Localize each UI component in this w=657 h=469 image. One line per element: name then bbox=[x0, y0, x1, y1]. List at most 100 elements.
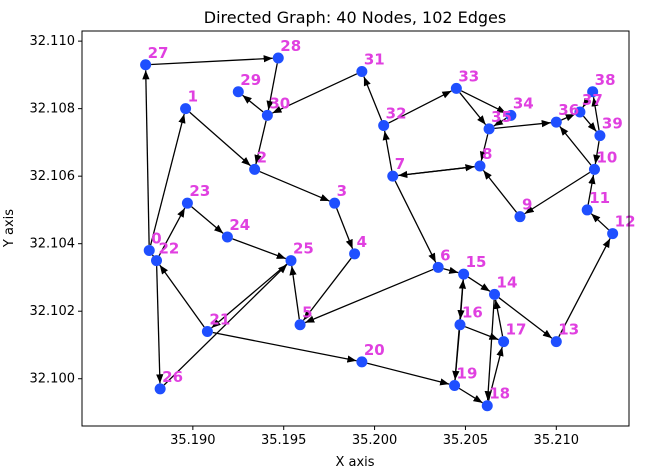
x-axis-label: X axis bbox=[335, 455, 374, 469]
edge-26-to-25 bbox=[163, 263, 288, 386]
edge-16-to-17 bbox=[464, 326, 499, 341]
node-label-12: 12 bbox=[615, 213, 636, 231]
node-label-8: 8 bbox=[482, 145, 492, 163]
node-39 bbox=[594, 130, 606, 142]
edge-14-to-18 bbox=[484, 299, 495, 401]
node-6 bbox=[432, 261, 444, 273]
edge-30-to-29 bbox=[242, 94, 264, 113]
node-27 bbox=[140, 59, 152, 71]
node-label-17: 17 bbox=[506, 321, 527, 339]
node-38 bbox=[587, 86, 599, 98]
node-label-31: 31 bbox=[364, 51, 385, 69]
node-22 bbox=[151, 255, 163, 267]
node-8 bbox=[474, 160, 486, 172]
node-label-3: 3 bbox=[337, 182, 347, 200]
node-label-29: 29 bbox=[240, 71, 261, 89]
edge-5-to-25 bbox=[289, 265, 300, 320]
node-label-14: 14 bbox=[497, 273, 518, 291]
edge-36-to-37 bbox=[561, 113, 576, 122]
node-label-11: 11 bbox=[589, 189, 610, 207]
node-5 bbox=[294, 319, 306, 331]
node-label-34: 34 bbox=[513, 94, 534, 112]
node-23 bbox=[181, 197, 193, 209]
node-37 bbox=[574, 106, 586, 118]
edge-28-to-30 bbox=[266, 63, 278, 111]
node-17 bbox=[498, 336, 510, 348]
y-axis-label: Y axis bbox=[2, 209, 17, 248]
edge-2-to-3 bbox=[259, 170, 330, 202]
node-label-10: 10 bbox=[596, 148, 617, 166]
edge-7-to-8 bbox=[398, 164, 475, 177]
node-2 bbox=[249, 163, 261, 175]
node-label-4: 4 bbox=[357, 233, 367, 251]
node-35 bbox=[483, 123, 495, 135]
edge-24-to-25 bbox=[232, 238, 287, 260]
edge-15-to-14 bbox=[467, 276, 491, 292]
y-tick-label: 32.110 bbox=[30, 34, 76, 49]
x-tick-label: 35.210 bbox=[534, 433, 580, 448]
node-34 bbox=[505, 109, 517, 121]
node-11 bbox=[581, 204, 593, 216]
node-label-7: 7 bbox=[395, 155, 405, 173]
edge-6-to-15 bbox=[443, 266, 459, 274]
edge-25-to-21 bbox=[211, 263, 288, 329]
node-7 bbox=[387, 170, 399, 182]
edge-37-to-39 bbox=[582, 115, 597, 132]
node-label-21: 21 bbox=[209, 310, 230, 328]
node-28 bbox=[272, 52, 284, 64]
node-label-20: 20 bbox=[364, 341, 385, 359]
edge-35-to-8 bbox=[479, 134, 489, 161]
node-31 bbox=[356, 66, 368, 78]
node-20 bbox=[356, 356, 368, 368]
node-label-16: 16 bbox=[462, 304, 483, 322]
node-label-32: 32 bbox=[386, 105, 407, 123]
edge-3-to-4 bbox=[336, 208, 354, 249]
edge-30-to-2 bbox=[254, 120, 267, 165]
node-3 bbox=[329, 197, 341, 209]
node-labels-layer: 0123456789101112131415161718192021222324… bbox=[148, 37, 636, 403]
node-label-18: 18 bbox=[489, 385, 510, 403]
node-21 bbox=[201, 325, 213, 337]
node-label-22: 22 bbox=[159, 240, 180, 258]
node-label-13: 13 bbox=[558, 321, 579, 339]
x-ticks: 35.190 35.195 35.200 35.205 35.210 bbox=[170, 426, 579, 448]
edge-39-to-38 bbox=[591, 97, 600, 131]
edge-0-to-1 bbox=[149, 113, 186, 246]
edge-31-to-30 bbox=[272, 73, 358, 114]
edge-21-to-20 bbox=[212, 331, 357, 363]
node-label-0: 0 bbox=[151, 229, 161, 247]
node-29 bbox=[232, 86, 244, 98]
node-label-24: 24 bbox=[229, 216, 250, 234]
node-19 bbox=[449, 379, 461, 391]
edge-6-to-5 bbox=[304, 268, 434, 324]
node-4 bbox=[349, 248, 361, 260]
y-tick-label: 32.102 bbox=[30, 304, 76, 319]
edge-22-to-26 bbox=[156, 266, 164, 384]
node-24 bbox=[221, 231, 233, 243]
edge-33-to-35 bbox=[459, 92, 487, 126]
edge-17-to-14 bbox=[493, 299, 504, 337]
node-36 bbox=[550, 116, 562, 128]
node-1 bbox=[180, 103, 192, 115]
edge-7-to-32 bbox=[382, 130, 393, 171]
edge-35-to-36 bbox=[494, 119, 551, 130]
edge-13-to-12 bbox=[558, 238, 611, 338]
node-label-33: 33 bbox=[458, 67, 479, 85]
edge-10-to-9 bbox=[524, 171, 591, 215]
node-label-9: 9 bbox=[522, 196, 532, 214]
node-16 bbox=[454, 319, 466, 331]
node-0 bbox=[143, 244, 155, 256]
node-label-23: 23 bbox=[189, 182, 210, 200]
node-label-2: 2 bbox=[257, 148, 267, 166]
edge-32-to-33 bbox=[388, 90, 452, 124]
node-33 bbox=[450, 82, 462, 94]
edge-4-to-5 bbox=[302, 257, 352, 321]
edge-7-to-6 bbox=[394, 180, 437, 263]
y-tick-label: 32.106 bbox=[30, 169, 76, 184]
x-tick-label: 35.195 bbox=[261, 433, 307, 448]
chart-title: Directed Graph: 40 Nodes, 102 Edges bbox=[204, 8, 506, 27]
node-label-15: 15 bbox=[466, 253, 487, 271]
y-tick-label: 32.104 bbox=[30, 237, 76, 252]
node-label-28: 28 bbox=[280, 37, 301, 55]
x-tick-label: 35.200 bbox=[352, 433, 398, 448]
